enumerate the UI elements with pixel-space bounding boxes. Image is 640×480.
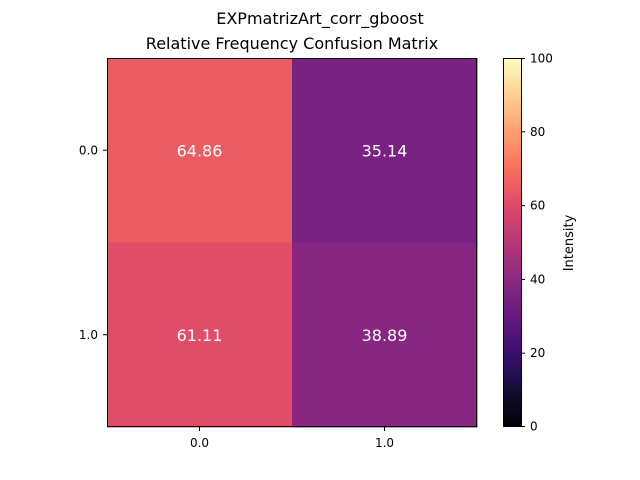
x-tick-label-1: 1.0 (375, 436, 394, 450)
colorbar-tick-label-2: 40 (530, 272, 545, 286)
x-tick-label-0: 0.0 (190, 436, 209, 450)
heatmap-cell-labels: 64.86 35.14 61.11 38.89 (177, 141, 408, 345)
y-axis-ticks: 0.0 1.0 (79, 143, 107, 342)
heatmap-cell-r0-c1 (292, 58, 478, 243)
colorbar (503, 58, 521, 427)
cell-value-label-r0-c0: 64.86 (177, 141, 223, 160)
colorbar-ticks: 0 20 40 60 80 100 (521, 52, 553, 434)
colorbar-frame (503, 58, 522, 427)
colorbar-tick-label-5: 100 (530, 52, 553, 66)
heatmap-cell-r1-c1 (292, 242, 478, 428)
heatmap-cells (107, 58, 478, 428)
cell-value-label-r1-c1: 38.89 (362, 326, 408, 345)
colorbar-tick-label-3: 60 (530, 199, 545, 213)
colorbar-label: Intensity (562, 214, 577, 271)
colorbar-tick-label-0: 0 (530, 420, 538, 434)
x-axis-ticks: 0.0 1.0 (190, 427, 394, 450)
colorbar-tick-label-1: 20 (530, 346, 545, 360)
y-tick-label-1: 1.0 (79, 328, 98, 342)
heatmap-cell-r0-c0 (107, 58, 293, 243)
plot-frame (107, 58, 477, 427)
chart-title: Relative Frequency Confusion Matrix (146, 34, 438, 53)
y-tick-label-0: 0.0 (79, 143, 98, 157)
chart-suptitle: EXPmatrizArt_corr_gboost (216, 9, 424, 29)
colorbar-tick-label-4: 80 (530, 125, 545, 139)
cell-value-label-r0-c1: 35.14 (362, 141, 408, 160)
cell-value-label-r1-c0: 61.11 (177, 326, 223, 345)
heatmap-cell-r1-c0 (107, 242, 293, 428)
